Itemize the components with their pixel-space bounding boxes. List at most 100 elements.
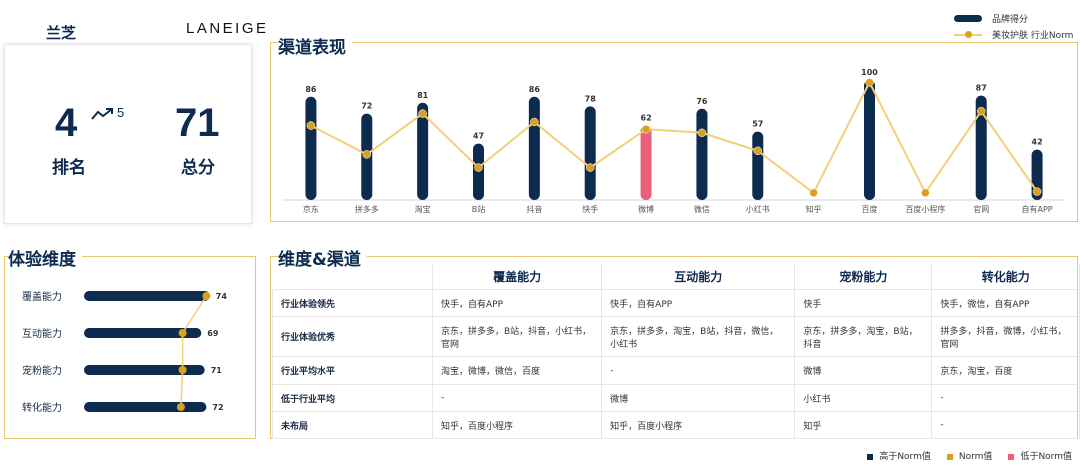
x-tick-label: 知乎 [806, 204, 822, 214]
data-label: 86 [305, 85, 317, 94]
data-label: 62 [641, 114, 652, 123]
bar-快手 [584, 106, 596, 200]
bar-微信 [696, 108, 708, 200]
table-cell: 京东，拼多多，淘宝，B站，抖音，微信，小红书 [601, 316, 796, 357]
table-cell: 快手，微信，自有APP [931, 289, 1080, 317]
bar-京东 [305, 96, 317, 200]
score-label: 总分 [181, 158, 215, 178]
table-cell: 淘宝，微博，微信，百度 [431, 356, 603, 385]
norm-line [310, 80, 1038, 195]
table-cell: - [931, 411, 1080, 439]
norm-point [753, 146, 763, 156]
x-tick-label: 快手 [582, 204, 598, 214]
dimension-value-label: 69 [207, 329, 219, 338]
above-swatch [867, 453, 874, 460]
dimension-norm-point [176, 403, 185, 411]
dimension-channel-table: 覆盖能力 互动能力 宠粉能力 转化能力 行业体验领先 快手，自有APP 快手，自… [272, 264, 1080, 439]
dimension-label: 互动能力 [22, 327, 62, 340]
norm-point [865, 78, 874, 87]
column-header: 转化能力 [931, 264, 1080, 290]
x-tick-label: 京东 [303, 204, 319, 214]
data-label: 57 [752, 120, 763, 129]
legend-below: 低于Norm值 [1008, 449, 1072, 462]
data-label: 81 [417, 91, 429, 100]
legend-brand-score-label: 品牌得分 [992, 15, 1029, 25]
table-cell: - [931, 384, 1080, 412]
norm-point [809, 188, 818, 198]
legend-norm-value-label: Norm值 [958, 452, 993, 462]
norm-point [306, 121, 316, 130]
row-label: 未布局 [272, 411, 433, 439]
column-header: 宠粉能力 [794, 264, 933, 290]
channel-legend: 品牌得分 美妆护肤 行业Norm [954, 12, 1073, 41]
table-cell: 微博 [601, 384, 796, 412]
table-cell: 微博 [794, 356, 933, 385]
norm-point [921, 188, 930, 198]
norm-point [362, 150, 372, 159]
brand-name-cn: 兰芝 [46, 24, 77, 42]
legend-norm-value: Norm值 [946, 449, 993, 462]
bar-微博 [640, 125, 652, 200]
experience-section-title: 体验维度 [8, 245, 82, 270]
dimension-norm-point [202, 292, 211, 300]
table-cell: 京东，拼多多，B站，抖音，小红书，官网 [431, 316, 603, 357]
dimension-value-label: 74 [216, 292, 228, 301]
legend-brand-score: 品牌得分 [954, 12, 1073, 25]
experience-frame [4, 256, 256, 439]
data-label: 47 [473, 132, 484, 141]
table-cell: 知乎 [794, 411, 933, 439]
legend-norm-label: 美妆护肤 行业Norm [992, 31, 1074, 41]
table-cell: 小红书 [794, 384, 933, 412]
row-label: 低于行业平均 [272, 384, 433, 412]
total-score: 71 [175, 101, 220, 145]
dimension-label: 宠粉能力 [22, 364, 62, 377]
x-tick-label: 小红书 [746, 204, 770, 214]
x-tick-label: 微博 [638, 204, 654, 214]
bar-小红书 [752, 131, 764, 200]
x-tick-label: 百度小程序 [905, 204, 945, 214]
column-header: 覆盖能力 [431, 264, 603, 290]
table-cell: 知乎，百度小程序 [601, 411, 796, 439]
table-cell: 拼多多，抖音，微博，小红书，官网 [931, 316, 1080, 357]
rank-card: 4 5 71 排名 总分 [4, 44, 252, 224]
table-cell: 快手，自有APP [431, 289, 603, 317]
table-cell: 快手，自有APP [601, 289, 796, 317]
data-label: 100 [861, 68, 878, 77]
table-row: 低于行业平均 - 微博 小红书 - [272, 384, 1080, 412]
norm-swatch [946, 453, 953, 460]
norm-point [641, 124, 651, 134]
legend-norm: 美妆护肤 行业Norm [954, 28, 1073, 41]
channel-section-title: 渠道表现 [278, 33, 352, 58]
data-label: 72 [361, 102, 372, 111]
dimension-value-label: 71 [211, 366, 223, 375]
trend-up-icon [91, 108, 113, 120]
x-tick-label: 官网 [973, 204, 989, 214]
channel-chart: 86 京东 72 拼多多 81 淘宝 47 B站 86 抖音 78 快手 62 微博 76 微信 57 小红书 知乎… [283, 68, 1065, 214]
table-row: 未布局 知乎，百度小程序 知乎，百度小程序 知乎 - [272, 411, 1080, 439]
row-label: 行业体验领先 [272, 289, 433, 317]
dimension-bar-宠粉能力 [84, 365, 205, 375]
norm-point [1032, 187, 1042, 196]
x-tick-label: 百度 [862, 204, 878, 214]
bar-官网 [975, 95, 987, 200]
table-cell: 快手 [794, 289, 933, 317]
x-tick-label: 抖音 [526, 204, 542, 214]
table-row: 行业体验优秀 京东，拼多多，B站，抖音，小红书，官网 京东，拼多多，淘宝，B站，… [272, 316, 1080, 357]
data-label: 78 [585, 94, 597, 103]
x-tick-label: 拼多多 [355, 204, 379, 214]
channel-frame [270, 42, 1078, 222]
bar-百度 [864, 80, 875, 200]
norm-point [418, 109, 427, 118]
dimension-norm-line [180, 295, 208, 408]
dimension-value-label: 72 [212, 403, 223, 412]
dimension-label: 覆盖能力 [22, 290, 62, 303]
previous-rank: 5 [117, 105, 125, 120]
table-corner [272, 264, 433, 290]
table-row: 行业平均水平 淘宝，微博，微信，百度 - 微博 京东，淘宝，百度 [272, 356, 1080, 385]
table-cell: 知乎，百度小程序 [431, 411, 603, 439]
x-tick-label: B站 [472, 204, 486, 214]
data-label: 86 [529, 85, 541, 94]
column-header: 互动能力 [601, 264, 796, 290]
dimension-norm-point [178, 366, 187, 374]
dimension-bar-转化能力 [84, 402, 207, 412]
